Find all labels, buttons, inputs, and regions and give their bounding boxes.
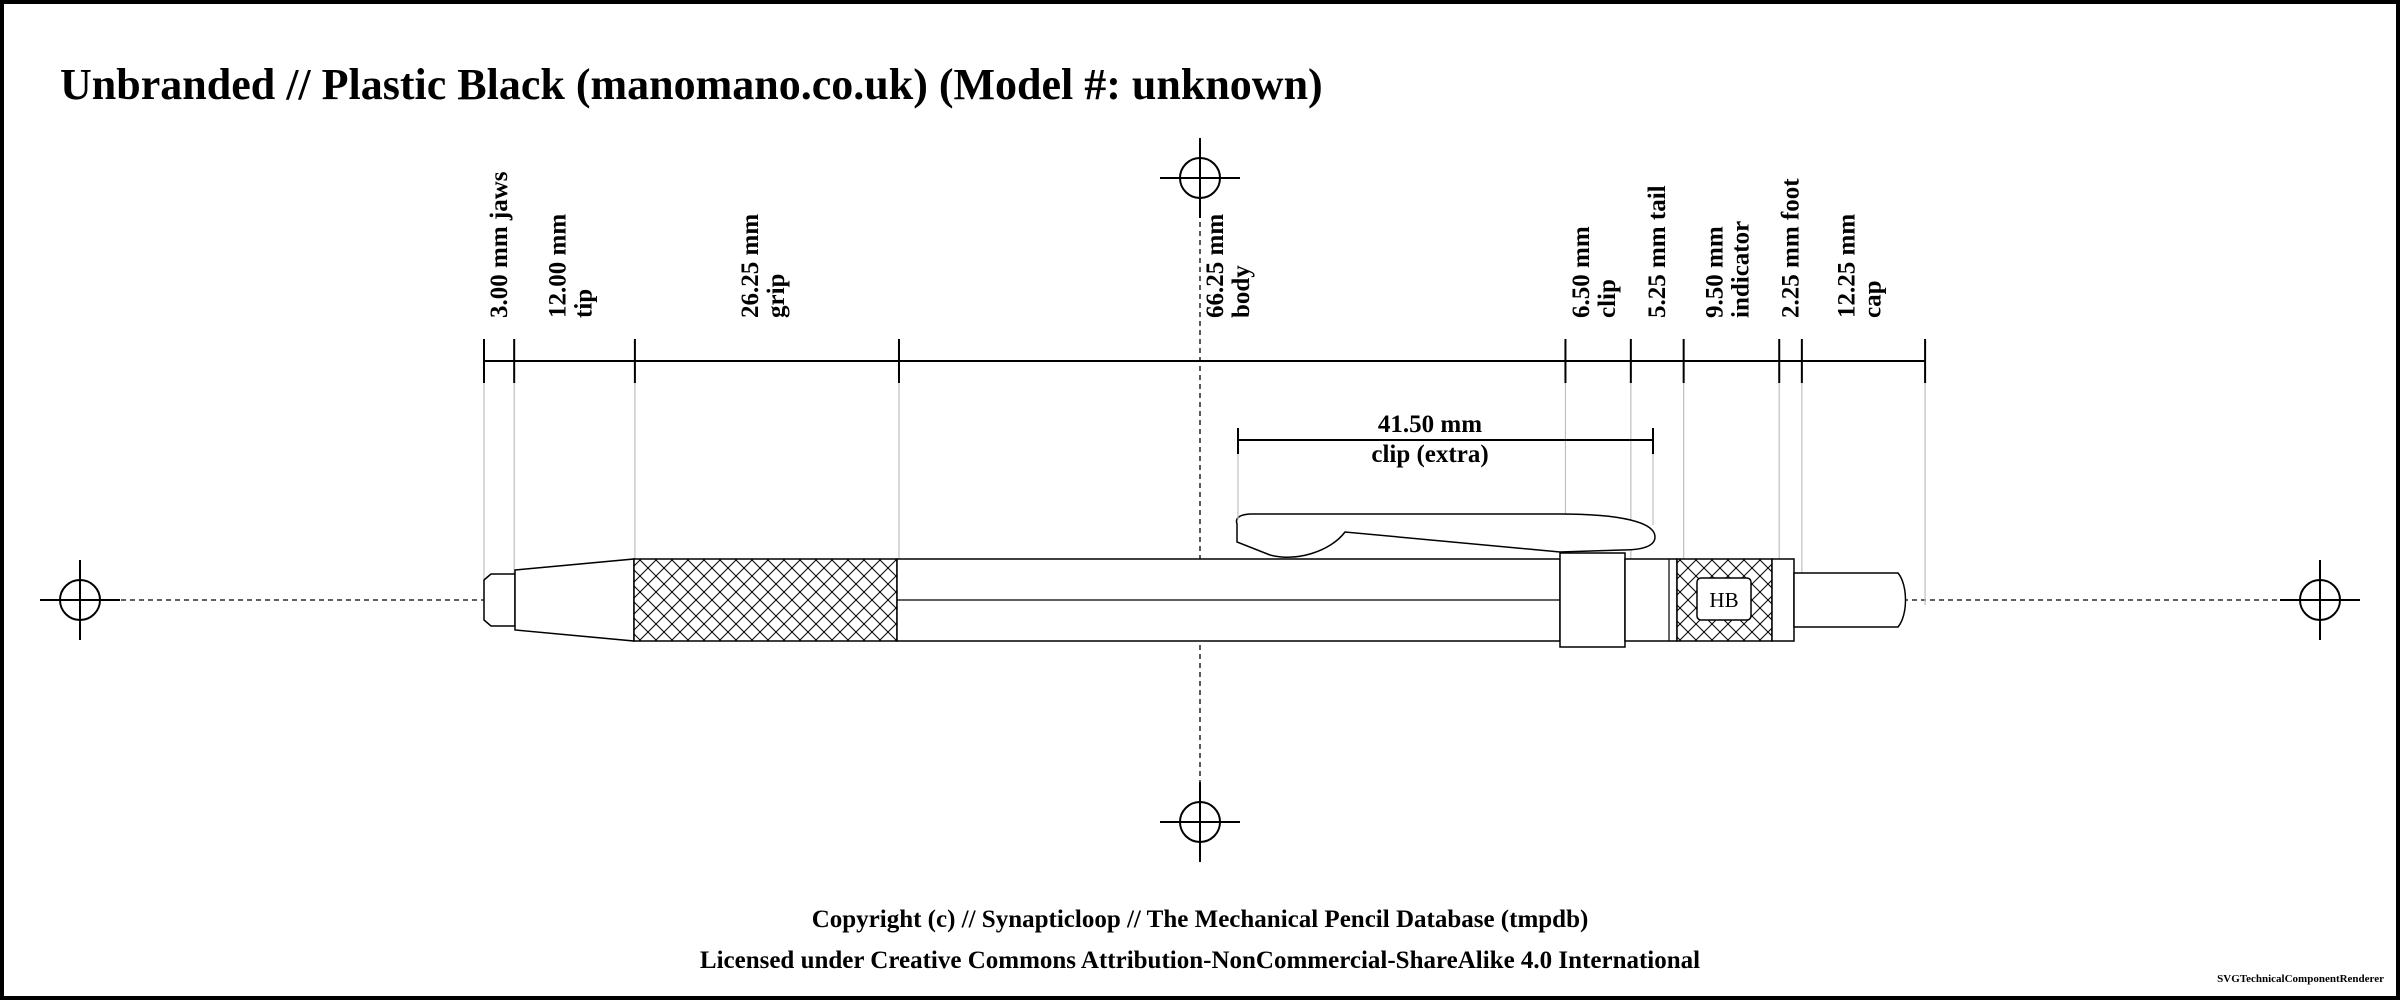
dimension-length-text: 2.25 mm foot [1778, 178, 1805, 318]
dimension-name-text: tip [571, 289, 598, 318]
indicator-badge-label: HB [1709, 588, 1738, 612]
crosshair-top-icon [1160, 138, 1240, 218]
clip-extra-length-label: 41.50 mm [1378, 411, 1482, 438]
dimension-name-text: grip [763, 274, 790, 318]
dimension-label-indicator: 9.50 mm indicator [1701, 221, 1754, 318]
dimension-label-grip: 26.25 mm grip [737, 214, 790, 318]
dimension-label-clip: 6.50 mm clip [1568, 226, 1621, 318]
dimension-name-text: indicator [1727, 221, 1754, 318]
pencil-jaws [483, 573, 516, 627]
dimension-layer: 3.00 mm jaws 12.00 mm tip 26.25 mm grip 66.25… [483, 171, 1927, 605]
dimension-length-text: 12.00 mm [545, 214, 572, 318]
page-title: Unbranded // Plastic Black (manomano.co.… [60, 60, 1323, 109]
dimension-name-text: clip [1594, 279, 1621, 318]
pencil-clip-arm [1235, 513, 1656, 558]
pencil: HB [483, 513, 1907, 648]
dimension-length-text: 26.25 mm [737, 214, 764, 318]
license-text: Licensed under Creative Commons Attribut… [700, 947, 1700, 974]
dimension-label-jaws: 3.00 mm jaws [486, 171, 513, 318]
pencil-foot [1771, 558, 1795, 642]
dimension-length-text: 5.25 mm tail [1644, 185, 1671, 318]
dimension-length-text: 6.50 mm [1568, 226, 1595, 318]
crosshair-right-icon [2280, 560, 2360, 640]
pencil-tip [514, 558, 635, 642]
dimension-label-cap: 12.25 mm cap [1833, 214, 1886, 318]
dimension-length-text: 12.25 mm [1833, 214, 1860, 318]
dimension-length-text: 3.00 mm jaws [486, 171, 513, 318]
dimension-length-text: 9.50 mm [1701, 226, 1728, 318]
dimension-label-tip: 12.00 mm tip [545, 214, 598, 318]
dimension-name-text: body [1228, 265, 1255, 318]
pencil-cap [1793, 572, 1907, 628]
renderer-credit: SVGTechnicalComponentRenderer [2217, 973, 2384, 985]
crosshair-left-icon [40, 560, 120, 640]
pencil-clip-ring [1559, 552, 1626, 648]
dimension-label-foot: 2.25 mm foot [1778, 178, 1805, 318]
crosshair-bottom-icon [1160, 782, 1240, 862]
dimension-length-text: 66.25 mm [1202, 214, 1229, 318]
copyright-text: Copyright (c) // Synapticloop // The Mec… [812, 906, 1589, 933]
dimension-name-text: cap [1859, 281, 1886, 319]
dimension-label-body: 66.25 mm body [1202, 214, 1255, 318]
dimension-label-tail: 5.25 mm tail [1644, 185, 1671, 318]
pencil-grip [633, 558, 898, 642]
indicator-badge-box [1696, 577, 1752, 621]
clip-extra-dimension: 41.50 mm clip (extra) [1237, 411, 1654, 525]
clip-extra-name-label: clip (extra) [1371, 441, 1488, 468]
